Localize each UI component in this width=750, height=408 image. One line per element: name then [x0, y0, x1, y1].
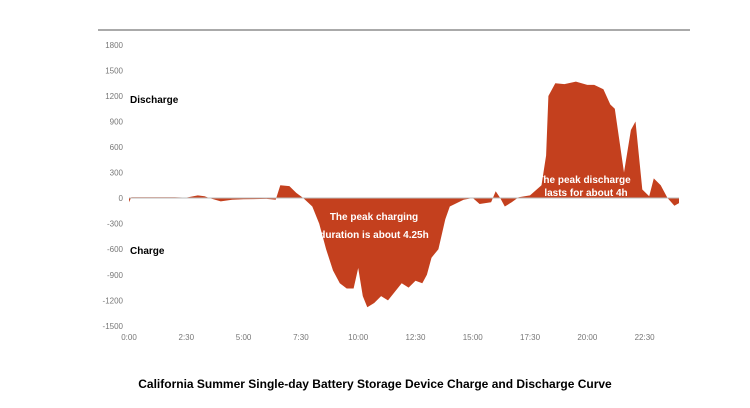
y-tick-label: 0 — [119, 194, 124, 203]
y-tick-label: -1200 — [103, 296, 124, 305]
x-tick-label: 0:00 — [121, 333, 137, 342]
x-tick-label: 2:30 — [179, 333, 195, 342]
y-tick-label: 1800 — [105, 41, 123, 50]
x-tick-label: 17:30 — [520, 333, 541, 342]
discharge-annotation-line2: lasts for about 4h — [544, 188, 627, 199]
y-tick-label: 1200 — [105, 92, 123, 101]
x-tick-label: 5:00 — [236, 333, 252, 342]
y-tick-label: 1500 — [105, 67, 123, 76]
x-tick-label: 7:30 — [293, 333, 309, 342]
discharge-annotation-line1: The peak discharge — [537, 175, 631, 186]
x-tick-label: 12:30 — [405, 333, 426, 342]
x-tick-label: 10:00 — [348, 333, 369, 342]
chart-title: California Summer Single-day Battery Sto… — [138, 377, 612, 391]
charging-annotation-line1: The peak charging — [330, 212, 418, 223]
charge-label: Charge — [130, 246, 165, 257]
area-series — [129, 81, 679, 308]
y-tick-label: -1500 — [103, 322, 124, 331]
discharge-label: Discharge — [130, 95, 179, 106]
y-tick-label: -900 — [107, 271, 124, 280]
chart: 1800 1500 1200 900 600 300 0 -300 -600 -900 -1200 -… — [98, 29, 690, 342]
y-tick-label: 900 — [110, 118, 124, 127]
y-tick-label: -600 — [107, 245, 124, 254]
x-tick-label: 20:00 — [577, 333, 598, 342]
charging-annotation-line2: duration is about 4.25h — [319, 230, 428, 241]
x-tick-label: 15:00 — [463, 333, 484, 342]
y-tick-label: 600 — [110, 143, 124, 152]
y-tick-label: 300 — [110, 169, 124, 178]
y-tick-label: -300 — [107, 220, 124, 229]
x-tick-label: 22:30 — [635, 333, 656, 342]
